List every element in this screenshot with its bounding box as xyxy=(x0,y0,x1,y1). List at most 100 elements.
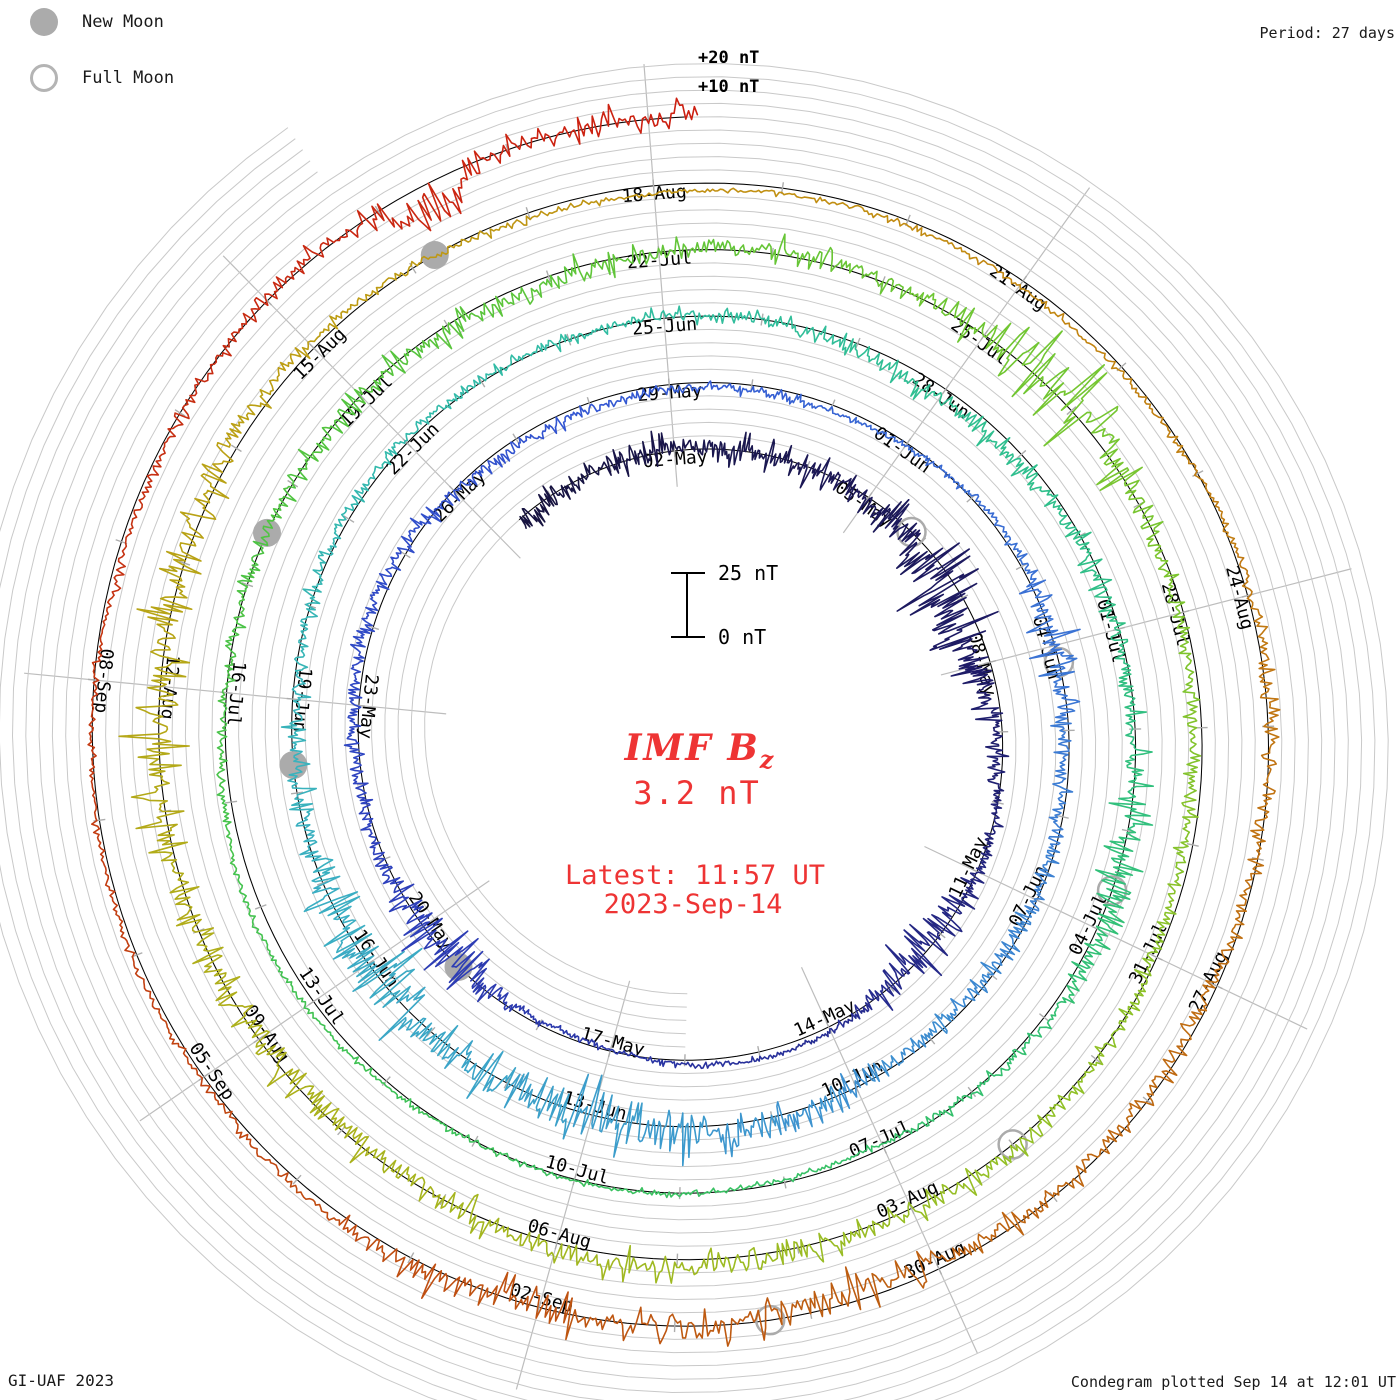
bz-trace-segment xyxy=(469,1271,573,1324)
day-tick xyxy=(545,270,551,283)
full-moon-label: Full Moon xyxy=(82,68,175,88)
day-tick xyxy=(225,800,238,804)
bz-trace-segment xyxy=(1065,530,1113,601)
day-tick xyxy=(987,971,998,981)
date-label: 13-Jul xyxy=(294,963,348,1028)
bz-trace-segment xyxy=(1057,312,1133,385)
bz-trace-segment xyxy=(1098,599,1132,675)
bz-trace-segment xyxy=(408,491,461,537)
bz-trace-segment xyxy=(1046,1043,1106,1117)
bz-trace-segment xyxy=(332,933,423,1008)
bz-trace-segment xyxy=(370,1148,456,1209)
bz-trace-segment xyxy=(752,1164,832,1187)
outer-scale-plus20: +20 nT xyxy=(698,48,760,68)
day-tick xyxy=(662,312,666,325)
bz-trace-segment xyxy=(696,187,796,198)
day-tick xyxy=(1121,828,1134,833)
date-label: 10-Jun xyxy=(818,1056,886,1102)
bz-trace-segment xyxy=(751,438,809,477)
bz-trace-segment xyxy=(558,462,604,500)
bz-trace-segment xyxy=(487,339,557,376)
day-tick xyxy=(503,1077,511,1089)
bz-trace-segment xyxy=(304,1085,373,1164)
day-tick xyxy=(343,515,355,523)
day-tick xyxy=(1016,449,1027,459)
bz-trace-segment xyxy=(949,961,1002,1021)
bz-trace-segment xyxy=(268,314,339,392)
day-tick xyxy=(941,383,950,395)
bz-trace-segment xyxy=(91,594,115,701)
bz-trace-segment xyxy=(980,803,1004,860)
bz-trace-segment xyxy=(1096,457,1164,540)
bz-trace-segment xyxy=(253,237,341,311)
bz-trace-segment xyxy=(790,1019,845,1051)
bz-trace-segment xyxy=(189,308,257,397)
day-tick xyxy=(286,697,299,701)
bz-trace-segment xyxy=(378,986,459,1057)
bz-trace-segment xyxy=(565,1297,674,1345)
bz-trace-segment xyxy=(1118,673,1153,753)
bz-trace-segment xyxy=(676,1060,736,1070)
day-tick xyxy=(241,582,254,588)
bz-trace-segment xyxy=(742,233,833,270)
date-label: 01-Jun xyxy=(870,423,935,478)
date-label: 06-Aug xyxy=(525,1215,593,1253)
date-label: 08-Sep xyxy=(90,647,117,714)
bz-trace-segment xyxy=(334,468,376,533)
bz-trace-segment xyxy=(830,249,912,299)
full-moon-icon xyxy=(30,64,58,92)
date-label: 16-Jul xyxy=(222,660,249,727)
bz-trace-segment xyxy=(453,453,506,495)
bz-trace-segment xyxy=(347,646,365,711)
bz-trace-segment xyxy=(968,1190,1055,1256)
day-tick xyxy=(308,997,319,1006)
bz-trace-segment xyxy=(555,321,628,353)
day-tick xyxy=(980,329,989,341)
legend-full-moon: Full Moon xyxy=(30,64,174,92)
bz-trace-segment xyxy=(775,315,848,351)
scale-bar: 25 nT 0 nT xyxy=(671,561,778,649)
bz-trace-segment xyxy=(1258,648,1281,752)
grid-ring-spiral xyxy=(0,76,1376,1400)
bz-trace-segment xyxy=(166,463,230,562)
bz-trace-segment xyxy=(562,1073,643,1158)
bz-trace-segment xyxy=(830,1133,904,1169)
bz-trace-segment xyxy=(950,647,995,699)
bz-trace-segment xyxy=(519,485,561,529)
bz-trace-segment xyxy=(419,302,496,350)
bz-trace-segment xyxy=(1026,590,1081,660)
bz-trace-segment xyxy=(976,259,1059,318)
bz-trace-segment xyxy=(351,769,374,831)
bz-trace-segment xyxy=(401,929,484,990)
chart-title-subscript: z xyxy=(759,745,776,774)
legend-new-moon: New Moon xyxy=(30,8,164,36)
bz-trace-segment xyxy=(302,530,342,605)
day-tick xyxy=(262,295,272,306)
bz-trace-segment xyxy=(470,958,518,1012)
bz-trace-segment xyxy=(375,534,415,591)
day-tick xyxy=(607,1045,613,1058)
bz-trace-segment xyxy=(1053,1123,1131,1196)
bz-trace-segment xyxy=(592,1183,675,1199)
bz-trace-segment xyxy=(427,373,490,418)
bz-trace-segment xyxy=(656,236,745,259)
bz-trace-segment xyxy=(1032,364,1120,465)
grid-spoke xyxy=(940,568,1352,676)
bz-trace-segment xyxy=(192,927,254,1017)
day-tick xyxy=(381,1076,391,1086)
day-tick xyxy=(1151,954,1163,961)
bz-trace-segment xyxy=(908,447,964,490)
bz-trace-segment xyxy=(1125,1038,1189,1125)
day-tick xyxy=(1142,1096,1153,1106)
bz-trace-segment xyxy=(967,415,1038,477)
day-tick xyxy=(290,791,304,795)
bz-trace-segment xyxy=(671,1297,775,1347)
day-tick xyxy=(935,1263,943,1275)
day-tick xyxy=(426,1026,436,1037)
bz-trace-segment xyxy=(601,440,653,477)
bz-trace-segment xyxy=(441,133,533,218)
bz-trace-segment xyxy=(732,385,795,405)
bz-trace-segment xyxy=(640,97,699,134)
bz-trace-segment xyxy=(230,1014,307,1099)
bz-trace-segment xyxy=(1025,464,1077,538)
